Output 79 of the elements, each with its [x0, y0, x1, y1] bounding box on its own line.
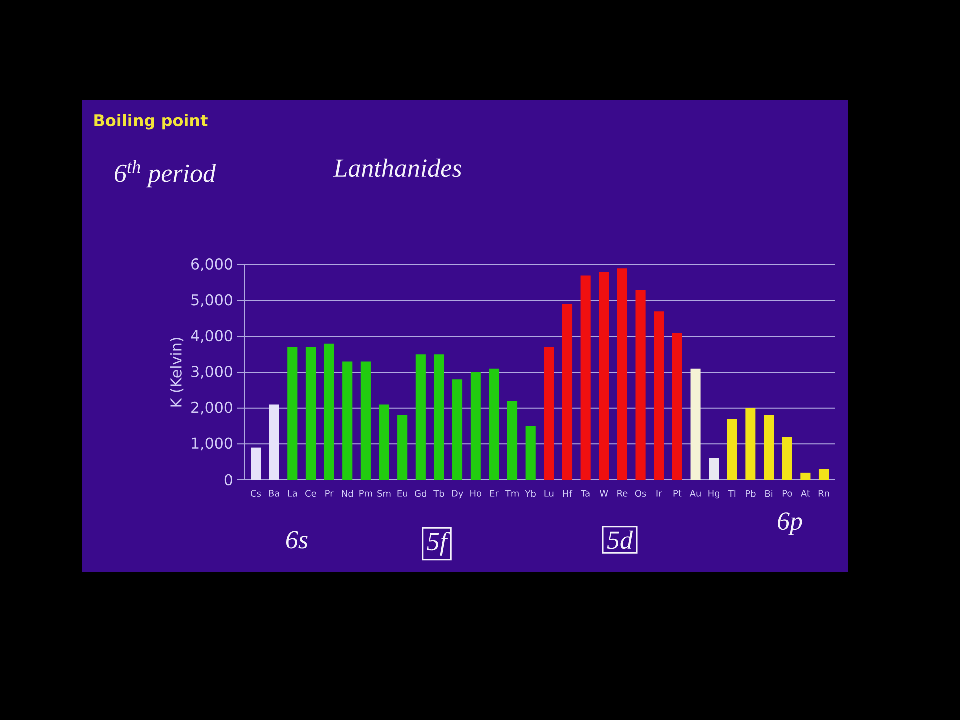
y-axis-title: K (Kelvin) — [170, 338, 184, 407]
text: 5f — [427, 532, 450, 556]
y-tick-label: 3,000 — [192, 366, 232, 379]
x-tick-label: Hg — [708, 490, 720, 499]
x-tick-label: Yb — [525, 490, 536, 498]
bar — [379, 404, 390, 480]
x-tick-label: Rn — [818, 490, 830, 497]
x-tick-label: At — [800, 490, 810, 497]
x-tick-label: Cs — [251, 490, 262, 498]
x-tick-label: Pr — [326, 490, 334, 497]
bar — [360, 362, 371, 480]
x-tick-label: Ta — [581, 490, 590, 497]
bar — [489, 368, 500, 480]
x-tick-label: Ho — [470, 490, 482, 497]
y-tick-label: 0 — [224, 474, 232, 486]
x-tick-label: Nd — [342, 490, 354, 498]
bar — [324, 344, 334, 480]
x-tick-label: Pb — [746, 490, 756, 498]
bar — [672, 333, 682, 480]
x-tick-label: La — [288, 490, 298, 497]
bar — [782, 437, 792, 480]
bar — [452, 380, 463, 480]
x-tick-label: Pm — [360, 490, 372, 497]
x-tick-label: Os — [635, 490, 646, 498]
chart-title: Boiling point — [94, 114, 208, 130]
x-tick-label: Ba — [269, 490, 280, 497]
bar — [654, 312, 664, 480]
bar — [818, 469, 830, 480]
x-tick-label: Eu — [398, 490, 408, 497]
bar — [709, 458, 720, 480]
x-tick-label: Tl — [728, 490, 736, 498]
x-tick-label: W — [600, 490, 608, 497]
x-tick-label: Po — [782, 490, 792, 497]
x-tick-label: Sm — [378, 490, 391, 498]
x-tick-label: Bi — [766, 490, 773, 498]
bar — [526, 426, 536, 480]
x-tick-label: Pt — [674, 490, 682, 497]
bar — [580, 276, 591, 480]
bar — [562, 304, 573, 480]
y-tick-label: 2,000 — [192, 402, 232, 415]
x-tick-label: Au — [690, 490, 701, 497]
x-tick-label: Gd — [415, 490, 426, 498]
bar — [470, 372, 481, 480]
text: 6$^{th}$ period — [115, 160, 216, 188]
bar — [690, 368, 701, 480]
x-tick-label: Ce — [306, 490, 316, 498]
x-tick-label: Hf — [563, 490, 573, 498]
x-tick-label: Tm — [505, 490, 519, 497]
bar — [746, 408, 756, 480]
y-tick-label: 5,000 — [192, 294, 232, 308]
bar — [434, 354, 444, 480]
y-tick-label: 4,000 — [191, 330, 232, 344]
bar — [599, 272, 610, 480]
bar — [800, 472, 811, 480]
bar — [306, 347, 316, 480]
bar — [250, 448, 262, 480]
y-tick-label: 1,000 — [192, 438, 232, 451]
bar — [342, 362, 353, 480]
bar — [727, 419, 738, 480]
x-tick-label: Ir — [656, 490, 662, 497]
bar — [617, 268, 628, 480]
bar — [507, 401, 518, 480]
x-tick-label: Er — [490, 490, 499, 497]
y-tick-label: 6,000 — [192, 258, 232, 272]
x-tick-label: Tb — [434, 490, 444, 498]
bar — [544, 347, 554, 480]
text: 6p — [778, 512, 802, 536]
text: Lanthanides — [333, 158, 462, 178]
text: 5d — [607, 530, 634, 550]
bar — [636, 290, 646, 480]
text: 6s — [286, 531, 308, 549]
bar — [416, 354, 426, 480]
bar — [288, 347, 298, 480]
bar — [398, 416, 408, 480]
x-tick-label: Dy — [452, 490, 464, 499]
bar — [764, 416, 774, 480]
bar — [269, 404, 280, 480]
x-tick-label: Lu — [544, 490, 554, 497]
x-tick-label: Re — [618, 490, 628, 497]
